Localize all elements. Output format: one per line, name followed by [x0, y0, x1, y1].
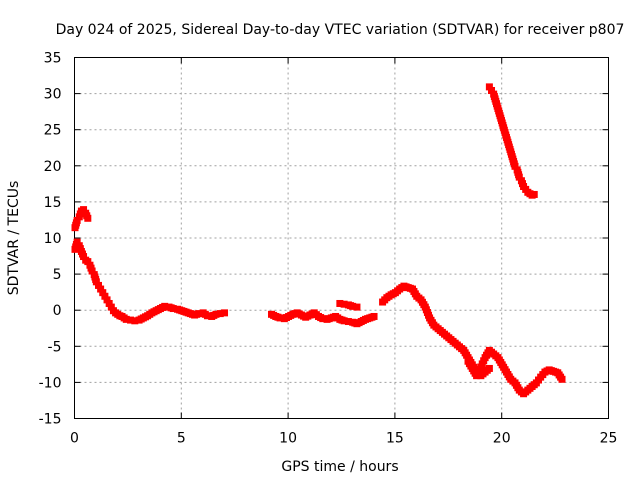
- y-tick-label: 20: [44, 159, 62, 175]
- data-point: [195, 310, 203, 318]
- x-tick-label: 25: [600, 431, 618, 447]
- data-point: [276, 314, 284, 322]
- data-point: [370, 312, 378, 320]
- y-tick-label: 15: [44, 195, 62, 211]
- data-point: [88, 267, 96, 275]
- y-tick-label: 5: [53, 267, 62, 283]
- data-point: [221, 309, 229, 317]
- x-tick-label: 20: [493, 431, 511, 447]
- y-tick-label: -15: [39, 412, 62, 428]
- data-point: [203, 312, 211, 320]
- data-point: [84, 214, 92, 222]
- data-point: [161, 302, 169, 310]
- data-point: [349, 302, 357, 310]
- series-arc-3-lower: [464, 357, 493, 380]
- data-point: [99, 289, 107, 297]
- data-point: [473, 372, 481, 380]
- data-point: [80, 206, 88, 214]
- data-point: [336, 299, 344, 307]
- data-point: [340, 317, 348, 325]
- y-tick-label: -10: [39, 375, 62, 391]
- data-point: [101, 292, 109, 300]
- data-point: [344, 318, 352, 326]
- y-tick-label: 0: [53, 303, 62, 319]
- y-tick-label: 30: [44, 87, 62, 103]
- y-tick-label: 10: [44, 231, 62, 247]
- data-point: [488, 86, 496, 94]
- data-point: [122, 315, 130, 323]
- y-axis-title: SDTVAR / TECUs: [6, 181, 22, 296]
- axis-ticks: [74, 57, 609, 419]
- data-point: [105, 299, 113, 307]
- series-arc-1-main: [71, 238, 229, 325]
- data-point: [340, 300, 348, 308]
- data-points: [71, 83, 566, 398]
- data-point: [511, 162, 519, 170]
- y-tick-label: 25: [44, 123, 62, 139]
- data-point: [216, 310, 224, 318]
- chart-title: Day 024 of 2025, Sidereal Day-to-day VTE…: [56, 22, 625, 38]
- x-axis-title: GPS time / hours: [281, 459, 398, 475]
- data-point: [530, 190, 538, 198]
- series-arc-3: [379, 282, 566, 398]
- data-point: [103, 296, 111, 304]
- series-arc-1-upper: [71, 206, 92, 232]
- x-tick-label: 10: [279, 431, 297, 447]
- data-point: [169, 305, 177, 313]
- x-tick-label: 5: [177, 431, 186, 447]
- y-tick-labels: -15 -10 -5 0 5 10 15 20 25 30 35: [39, 51, 62, 428]
- data-point: [107, 303, 115, 311]
- x-tick-labels: 0 5 10 15 20 25: [70, 431, 617, 447]
- data-point: [131, 317, 139, 325]
- series-arc-4: [485, 83, 538, 199]
- data-point: [353, 303, 361, 311]
- data-point: [73, 216, 81, 224]
- data-point: [80, 253, 88, 261]
- x-tick-label: 0: [70, 431, 79, 447]
- data-point: [485, 364, 493, 372]
- series-arc-2: [268, 309, 378, 328]
- y-tick-label: -5: [48, 339, 62, 355]
- series-arc-2-upper: [336, 299, 361, 311]
- data-point: [485, 83, 493, 91]
- data-point: [558, 375, 566, 383]
- data-point: [94, 281, 102, 289]
- data-point: [319, 315, 327, 323]
- x-tick-label: 15: [386, 431, 404, 447]
- data-point: [92, 278, 100, 286]
- data-point: [212, 310, 220, 318]
- data-point: [515, 173, 523, 181]
- data-point: [97, 285, 105, 293]
- y-tick-label: 35: [44, 51, 62, 67]
- grid-lines: [74, 57, 609, 419]
- data-point: [84, 258, 92, 266]
- data-point: [127, 316, 135, 324]
- data-point: [73, 238, 81, 246]
